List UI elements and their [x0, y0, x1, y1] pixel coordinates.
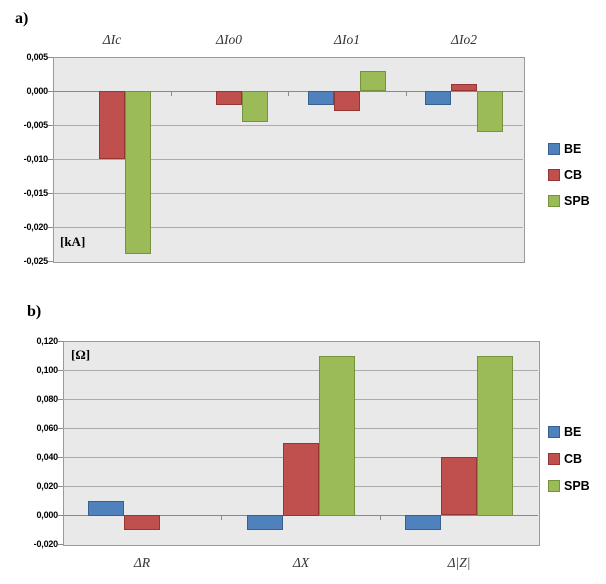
y-axis-tick-mark	[48, 57, 53, 58]
bar-spb-io1	[360, 71, 386, 91]
bar-be-io1	[308, 91, 334, 105]
y-axis-tick-label: -0,010	[23, 154, 49, 164]
bar-be-io2	[425, 91, 451, 105]
y-axis-tick-mark	[58, 341, 63, 342]
y-axis-tick-label: -0,015	[23, 188, 49, 198]
y-axis-tick-mark	[48, 261, 53, 262]
chart-b-unit-label: [Ω]	[71, 347, 91, 362]
y-axis-tick-mark	[48, 91, 53, 92]
y-axis-tick-label: 0,080	[36, 394, 58, 404]
y-axis-tick-mark	[58, 370, 63, 371]
y-axis-tick-mark	[58, 428, 63, 429]
y-axis-tick-label: 0,100	[36, 365, 58, 375]
legend-swatch	[548, 143, 560, 155]
bar-cb-io2	[451, 84, 477, 91]
bar-cb-r	[124, 515, 160, 530]
category-axis-tick-mark	[288, 92, 289, 96]
bar-cb-io0	[216, 91, 242, 105]
gridline	[53, 125, 523, 126]
category-label: ΔR	[133, 555, 151, 570]
legend-swatch	[548, 169, 560, 181]
gridline	[63, 428, 538, 429]
legend-swatch	[548, 195, 560, 207]
y-axis-tick-label: -0,005	[23, 120, 49, 130]
category-label: ΔX	[292, 555, 310, 570]
y-axis-tick-mark	[48, 125, 53, 126]
y-axis-tick-label: -0,020	[33, 539, 59, 549]
legend-item-spb: SPB	[548, 194, 590, 208]
y-axis-tick-mark	[58, 544, 63, 545]
category-label: ΔIo2	[451, 32, 477, 47]
chart-a-unit-label: [kA]	[60, 234, 86, 249]
legend-label: CB	[564, 452, 583, 466]
legend-label: BE	[564, 425, 582, 439]
category-label: ΔIo0	[216, 32, 242, 47]
bar-cb-ic	[99, 91, 125, 159]
y-axis-tick-label: 0,005	[26, 52, 48, 62]
gridline	[53, 193, 523, 194]
legend-swatch	[548, 453, 560, 465]
category-label: ΔIo1	[334, 32, 360, 47]
legend-item-cb: CB	[548, 452, 582, 466]
y-axis-tick-label: 0,120	[36, 336, 58, 346]
category-axis-tick-mark	[171, 92, 172, 96]
category-axis-tick-mark	[380, 516, 381, 520]
bar-spb-x	[319, 356, 355, 516]
gridline	[63, 370, 538, 371]
y-axis-tick-mark	[48, 159, 53, 160]
panel-label-a: a)	[15, 10, 29, 27]
bar-be-x	[247, 515, 283, 530]
y-axis-tick-mark	[58, 457, 63, 458]
y-axis-tick-mark	[48, 193, 53, 194]
legend-item-cb: CB	[548, 168, 582, 182]
category-axis-tick-mark	[221, 516, 222, 520]
bar-spb-ic	[125, 91, 151, 254]
bar-cb-x	[283, 443, 319, 516]
category-label: ΔIc	[102, 32, 122, 47]
y-axis-tick-label: 0,020	[36, 481, 58, 491]
y-axis-tick-label: -0,020	[23, 222, 49, 232]
legend-item-spb: SPB	[548, 479, 590, 493]
category-axis-tick-mark	[406, 92, 407, 96]
y-axis-tick-mark	[58, 515, 63, 516]
y-axis-tick-mark	[48, 227, 53, 228]
legend-item-be: BE	[548, 425, 581, 439]
y-axis-tick-label: 0,040	[36, 452, 58, 462]
bar-cb-z	[441, 457, 477, 515]
bar-be-z	[405, 515, 441, 530]
bar-spb-io0	[242, 91, 268, 122]
legend-label: CB	[564, 168, 583, 182]
panel-label-b: b)	[27, 303, 42, 320]
y-axis-tick-label: 0,060	[36, 423, 58, 433]
bar-cb-io1	[334, 91, 360, 111]
y-axis-tick-label: 0,000	[36, 510, 58, 520]
legend-swatch	[548, 426, 560, 438]
gridline	[53, 159, 523, 160]
y-axis-tick-mark	[58, 486, 63, 487]
category-label: Δ|Z|	[447, 555, 471, 570]
y-axis-tick-label: -0,025	[23, 256, 49, 266]
legend-swatch	[548, 480, 560, 492]
y-axis-tick-label: 0,000	[26, 86, 48, 96]
gridline	[63, 399, 538, 400]
bar-spb-z	[477, 356, 513, 516]
y-axis-tick-mark	[58, 399, 63, 400]
bar-be-r	[88, 501, 124, 516]
legend-item-be: BE	[548, 142, 581, 156]
bar-spb-io2	[477, 91, 503, 132]
legend-label: BE	[564, 142, 582, 156]
gridline	[53, 227, 523, 228]
legend-label: SPB	[564, 479, 590, 493]
category-axis-line	[53, 91, 523, 92]
legend-label: SPB	[564, 194, 590, 208]
